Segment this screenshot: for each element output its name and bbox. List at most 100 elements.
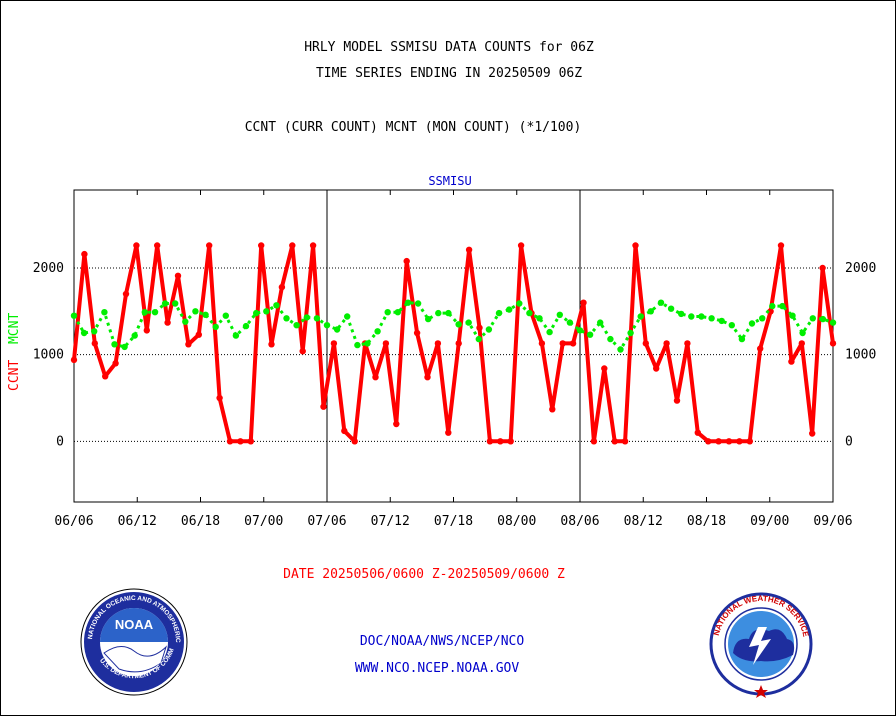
mcnt-point <box>394 309 401 316</box>
ccnt-point <box>299 348 306 355</box>
mcnt-point <box>313 315 321 322</box>
mcnt-line <box>72 301 834 351</box>
mcnt-point <box>283 315 290 322</box>
mcnt-point <box>728 322 735 329</box>
mcnt-point <box>172 300 179 307</box>
mcnt-point <box>708 315 715 322</box>
mcnt-point <box>465 319 472 326</box>
mcnt-point <box>303 314 310 321</box>
mcnt-point <box>678 310 685 318</box>
mcnt-point <box>556 311 563 318</box>
ccnt-point <box>216 394 223 402</box>
ccnt-point <box>694 429 701 436</box>
ccnt-point <box>736 438 743 445</box>
x-tick-label: 09/00 <box>750 514 789 529</box>
mcnt-point <box>688 313 695 320</box>
mcnt-point <box>293 322 300 329</box>
x-tick-label: 06/18 <box>181 514 220 529</box>
ccnt-point <box>195 331 202 338</box>
credit-line-2: WWW.NCO.NCEP.NOAA.GOV <box>354 661 520 676</box>
ccnt-point <box>424 374 431 381</box>
x-tick-label: 08/06 <box>560 514 599 529</box>
ccnt-point <box>497 438 504 445</box>
mcnt-point <box>263 308 270 315</box>
mcnt-point <box>374 328 381 335</box>
ccnt-point <box>320 403 327 410</box>
mcnt-point <box>617 346 624 353</box>
ccnt-point <box>829 340 837 347</box>
ccnt-point <box>559 340 566 347</box>
ccnt-point <box>164 319 171 326</box>
y-tick-label-left: 0 <box>56 434 64 449</box>
ccnt-point <box>653 365 660 372</box>
mcnt-point <box>657 299 665 306</box>
ccnt-point <box>601 365 608 372</box>
ccnt-point <box>757 345 764 352</box>
ccnt-point <box>569 340 577 347</box>
mcnt-point <box>546 328 553 336</box>
mcnt-point <box>738 335 746 343</box>
ccnt-point <box>684 340 691 347</box>
mcnt-point <box>576 327 584 334</box>
ccnt-point <box>185 341 192 348</box>
mcnt-point <box>769 302 776 310</box>
mcnt-point <box>799 329 806 337</box>
mcnt-point <box>131 332 138 339</box>
chart-subtitle: CCNT (CURR COUNT) MCNT (MON COUNT) (*1/1… <box>244 120 582 135</box>
mcnt-point <box>748 320 756 327</box>
ccnt-point <box>434 340 442 347</box>
ccnt-point <box>70 356 78 364</box>
mcnt-point <box>809 315 816 322</box>
nws-logo: NATIONAL WEATHER SERVICE <box>709 592 813 698</box>
mcnt-point <box>222 312 229 319</box>
ccnt-point <box>403 257 410 265</box>
ccnt-point <box>642 340 649 347</box>
mcnt-point <box>506 306 513 313</box>
ccnt-point <box>746 438 753 445</box>
mcnt-point <box>718 317 725 325</box>
credit-line-1: DOC/NOAA/NWS/NCEP/NCO <box>359 634 525 649</box>
y-tick-label-right: 2000 <box>845 261 876 276</box>
ccnt-series <box>70 242 837 445</box>
mcnt-point <box>495 309 503 317</box>
ccnt-point <box>465 246 473 253</box>
plot-title: SSMISU <box>428 174 472 188</box>
x-tick-label: 09/06 <box>813 514 852 529</box>
ccnt-point <box>289 242 296 249</box>
mcnt-point <box>354 341 361 349</box>
mcnt-point <box>637 313 644 320</box>
ccnt-point <box>102 373 109 380</box>
mcnt-point <box>647 308 654 315</box>
mcnt-point <box>141 309 148 316</box>
mcnt-point <box>779 302 786 310</box>
ccnt-point <box>486 438 494 445</box>
chart-title-line2: TIME SERIES ENDING IN 20250509 06Z <box>315 66 583 81</box>
mcnt-point <box>445 309 452 317</box>
ccnt-point <box>258 242 265 249</box>
x-tick-label: 08/18 <box>687 514 726 529</box>
mcnt-point <box>526 309 533 317</box>
mcnt-point <box>384 309 391 316</box>
x-tick-label: 06/06 <box>54 514 93 529</box>
ccnt-point <box>81 250 88 258</box>
mcnt-point <box>242 322 250 330</box>
ccnt-point <box>767 308 774 315</box>
mcnt-point <box>475 335 482 343</box>
ccnt-point <box>247 438 254 445</box>
ccnt-point <box>445 429 452 436</box>
ccnt-point <box>413 329 421 337</box>
ccnt-point <box>507 438 514 445</box>
mcnt-point <box>111 341 118 348</box>
mcnt-point <box>364 340 371 347</box>
y-tick-label-right: 1000 <box>845 348 876 363</box>
ccnt-point <box>809 430 816 437</box>
mcnt-point <box>485 326 493 333</box>
mcnt-point <box>182 318 189 325</box>
mcnt-point <box>232 332 240 339</box>
mcnt-point <box>759 315 766 322</box>
noaa-logo: NOAA NATIONAL OCEANIC AND ATMOSPHERIC AD… <box>1 1 188 696</box>
ccnt-point <box>580 299 587 306</box>
ccnt-point <box>174 272 182 279</box>
mcnt-point <box>70 312 78 319</box>
